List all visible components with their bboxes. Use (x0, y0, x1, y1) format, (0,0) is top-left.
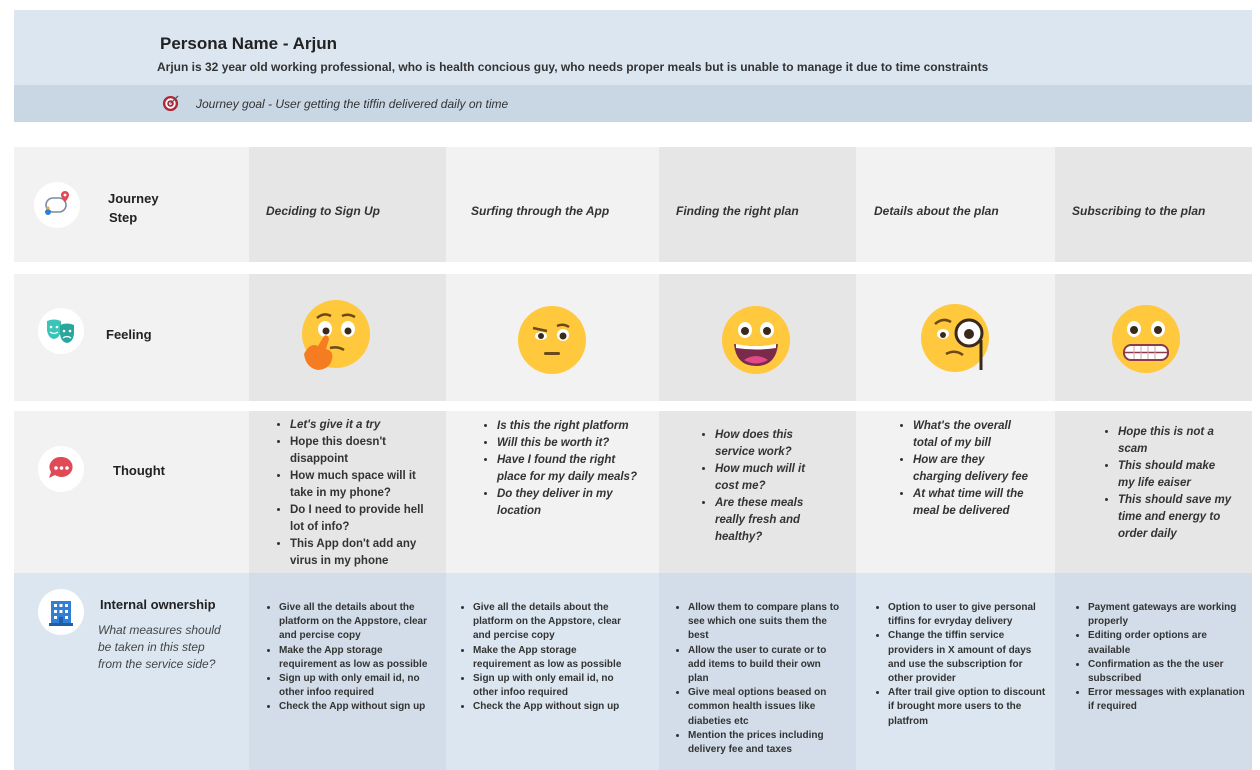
list-item: Give all the details about the platform … (473, 601, 636, 644)
list-item: Sign up with only email id, no other inf… (279, 672, 442, 700)
list-item: Editing order options are available (1088, 629, 1248, 657)
list-item: This should make my life eaiser (1118, 458, 1234, 492)
persona-header: Persona Name - Arjun Arjun is 32 year ol… (14, 10, 1252, 122)
column-shade (1055, 147, 1252, 262)
thought-list-1: Let's give it a try Hope this doesn't di… (276, 417, 436, 570)
building-icon (38, 589, 84, 635)
list-item: Mention the prices including delivery fe… (688, 729, 844, 757)
thought-list-2: Is this the right platform Will this be … (483, 418, 643, 520)
column-shade (659, 573, 856, 770)
list-item: How does this service work? (715, 427, 821, 461)
column-shade (1055, 573, 1252, 770)
monocle-face-icon (921, 304, 989, 372)
list-item: How are they charging delivery fee (913, 452, 1029, 486)
list-item: Confirmation as the the user subscribed (1088, 658, 1248, 686)
list-item: Make the App storage requirement as low … (473, 644, 636, 672)
journey-step-2: Surfing through the App (471, 204, 610, 218)
squinting-face-icon (518, 306, 586, 374)
theater-masks-icon (38, 308, 84, 354)
list-item: Change the tiffin service providers in X… (888, 629, 1048, 686)
column-shade (249, 573, 446, 770)
list-item: Give meal options beased on common healt… (688, 686, 844, 729)
column-shade (659, 411, 856, 573)
persona-description: Arjun is 32 year old working professiona… (157, 60, 989, 74)
column-shade (249, 411, 446, 573)
column-shade (1055, 411, 1252, 573)
list-item: Is this the right platform (497, 418, 643, 435)
thought-list-4: What's the overall total of my bill How … (899, 418, 1029, 520)
grimacing-face-icon (1112, 305, 1180, 373)
list-item: Give all the details about the platform … (279, 601, 442, 644)
feeling-label: Feeling (106, 327, 152, 342)
internal-ownership-label: Internal ownership (100, 597, 216, 612)
list-item: This App don't add any virus in my phone (290, 536, 436, 570)
thought-label: Thought (113, 463, 165, 478)
journey-step-row: Journey Step Deciding to Sign Up Surfing… (14, 147, 1252, 262)
list-item: This should save my time and energy to o… (1118, 492, 1234, 543)
thought-list-5: Hope this is not a scam This should make… (1104, 424, 1234, 543)
list-item: Do they deliver in my location (497, 486, 643, 520)
journey-goal-text: Journey goal - User getting the tiffin d… (196, 97, 509, 111)
list-item: Allow them to compare plans to see which… (688, 601, 844, 644)
internal-ownership-row: Internal ownership What measures should … (14, 573, 1252, 770)
speech-bubble-icon (38, 446, 84, 492)
list-item: At what time will the meal be delivered (913, 486, 1029, 520)
target-icon (162, 95, 179, 112)
list-item: Do I need to provide hell lot of info? (290, 502, 436, 536)
journey-label-line2: Step (109, 210, 138, 225)
list-item: After trail give option to discount if b… (888, 686, 1048, 729)
internal-ownership-sublabel: What measures should be taken in this st… (98, 623, 221, 671)
list-item: Option to user to give personal tiffins … (888, 601, 1048, 629)
list-item: What's the overall total of my bill (913, 418, 1029, 452)
list-item: How much will it cost me? (715, 461, 821, 495)
list-item: Make the App storage requirement as low … (279, 644, 442, 672)
journey-label-line1: Journey (108, 191, 159, 206)
feeling-row: Feeling (14, 274, 1252, 401)
list-item: Are these meals really fresh and healthy… (715, 495, 821, 546)
list-item: Let's give it a try (290, 417, 436, 434)
journey-step-1: Deciding to Sign Up (266, 204, 380, 218)
persona-name: Persona Name - Arjun (160, 34, 337, 53)
grinning-face-icon (722, 306, 790, 374)
thought-list-3: How does this service work? How much wil… (701, 427, 821, 546)
column-shade (249, 147, 446, 262)
measures-list-2: Give all the details about the platform … (461, 601, 636, 715)
list-item: Hope this is not a scam (1118, 424, 1234, 458)
journey-goal-bar: Journey goal - User getting the tiffin d… (14, 85, 1252, 122)
list-item: Check the App without sign up (473, 700, 636, 714)
measures-list-4: Option to user to give personal tiffins … (876, 601, 1048, 729)
list-item: Hope this doesn't disappoint (290, 434, 436, 468)
thought-row: Thought Let's give it a try Hope this do… (14, 411, 1252, 573)
list-item: Payment gateways are working properly (1088, 601, 1248, 629)
list-item: Sign up with only email id, no other inf… (473, 672, 636, 700)
list-item: How much space will it take in my phone? (290, 468, 436, 502)
list-item: Error messages with explanation if requi… (1088, 686, 1248, 714)
list-item: Allow the user to curate or to add items… (688, 644, 844, 687)
journey-step-label: Journey Step (108, 189, 159, 227)
journey-step-3: Finding the right plan (676, 204, 799, 218)
route-icon (34, 182, 80, 228)
list-item: Have I found the right place for my dail… (497, 452, 643, 486)
list-item: Will this be worth it? (497, 435, 643, 452)
measures-list-5: Payment gateways are working properly Ed… (1076, 601, 1248, 715)
measures-list-3: Allow them to compare plans to see which… (676, 601, 844, 757)
column-shade (659, 147, 856, 262)
journey-step-4: Details about the plan (874, 204, 999, 218)
thinking-face-icon (302, 300, 370, 370)
journey-step-5: Subscribing to the plan (1072, 204, 1206, 218)
list-item: Check the App without sign up (279, 700, 442, 714)
measures-list-1: Give all the details about the platform … (267, 601, 442, 715)
